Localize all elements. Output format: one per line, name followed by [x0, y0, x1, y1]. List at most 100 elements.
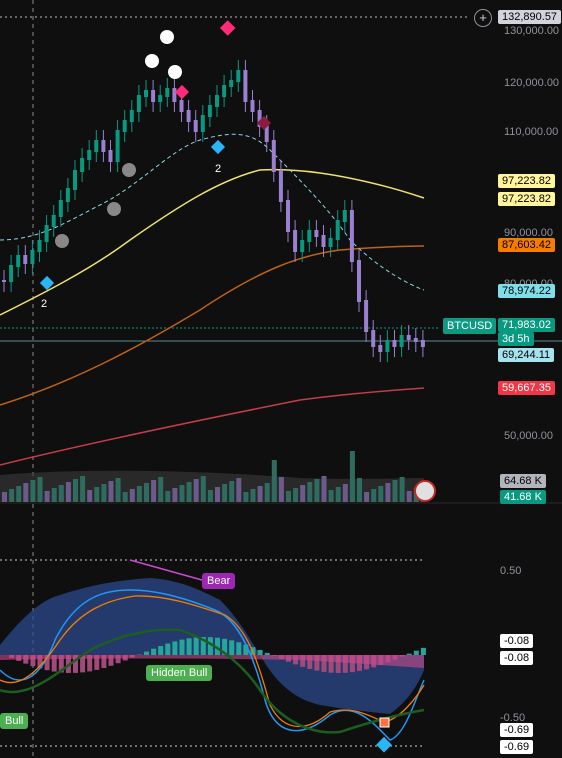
volume-bars — [2, 451, 426, 502]
candle-body — [44, 225, 49, 242]
volume-bar — [314, 479, 320, 502]
osc-axis-label: -0.50 — [500, 712, 526, 724]
volume-bar — [243, 492, 249, 502]
candle-body — [406, 335, 411, 340]
candle-body — [392, 340, 397, 347]
volume-bar — [101, 484, 107, 502]
price-axis-label: 90,000.00 — [504, 227, 553, 239]
ema-price-tag: 97,223.82 — [498, 174, 555, 188]
candle-body — [179, 100, 184, 112]
histogram-bar — [215, 637, 220, 655]
price-axis-label: 110,000.00 — [504, 126, 559, 138]
bull-divergence-label: Bull — [0, 713, 29, 729]
volume-bar — [200, 476, 206, 502]
candle-body — [271, 140, 276, 172]
histogram-bar — [420, 647, 426, 655]
volume-bar — [73, 479, 78, 502]
volume-bar — [158, 477, 164, 502]
signal-diamond — [256, 115, 272, 131]
histogram-bar — [172, 641, 178, 655]
signal-diamond — [219, 20, 236, 36]
ema-price-tag: 78,974.22 — [498, 284, 555, 298]
marker-label: 2 — [215, 163, 222, 175]
ema-price-tag: 97,223.82 — [498, 192, 555, 206]
volume-bar — [229, 481, 235, 502]
candle-body — [37, 240, 42, 252]
volume-bar — [222, 484, 228, 502]
osc-value-tag: -0.69 — [500, 723, 534, 737]
histogram-bar — [51, 655, 57, 672]
histogram-bar — [229, 640, 235, 655]
volume-bar — [136, 486, 142, 502]
volume-bar — [293, 488, 299, 502]
volume-bar — [364, 492, 370, 502]
candle-body — [200, 115, 205, 132]
histogram-bar — [58, 655, 64, 673]
volume-bar — [378, 486, 384, 502]
candle-body — [342, 210, 347, 222]
candle-body — [328, 238, 333, 247]
volume-bar — [342, 484, 348, 502]
signal-dot — [145, 54, 159, 68]
histogram-bar — [144, 651, 149, 655]
candle-body — [357, 260, 361, 302]
osc-axis-label: 0.50 — [500, 565, 522, 577]
histogram-bar — [342, 655, 348, 673]
price-axis-label: 120,000.00 — [504, 77, 560, 89]
histogram-bar — [264, 652, 270, 655]
countdown-tag: 3d 5h — [498, 332, 534, 346]
histogram-bar — [328, 655, 334, 673]
candle-body — [207, 105, 212, 117]
candle-body — [399, 335, 404, 347]
candle-body — [58, 200, 63, 217]
volume-bar — [186, 482, 192, 502]
candle-body — [300, 240, 305, 252]
volume-bar — [207, 490, 213, 502]
volume-bar — [87, 490, 93, 502]
volume-tag: 64.68 K — [500, 474, 546, 488]
volume-bar — [399, 477, 405, 502]
flag-icon[interactable] — [414, 480, 436, 502]
candle-body — [108, 150, 113, 162]
histogram-bar — [30, 655, 36, 667]
histogram-bar — [307, 655, 313, 669]
candle-body — [278, 170, 283, 202]
candle-body — [420, 340, 425, 347]
candle-body — [165, 88, 170, 97]
candle-body — [243, 70, 248, 102]
candle-body — [335, 220, 340, 240]
candle-body — [193, 120, 198, 132]
volume-bar — [392, 480, 398, 502]
bear-divergence-label: Bear — [202, 573, 236, 589]
volume-bar — [115, 478, 121, 502]
candle-body — [314, 230, 319, 237]
candlesticks — [2, 60, 425, 362]
candle-body — [286, 200, 290, 232]
histogram-bar — [335, 655, 341, 673]
volume-bar — [172, 488, 178, 502]
candle-body — [51, 215, 56, 227]
add-symbol-button[interactable]: + — [474, 9, 492, 27]
volume-bar — [122, 492, 128, 502]
candle-body — [129, 110, 134, 122]
histogram-bar — [151, 648, 157, 655]
candle-body — [65, 188, 70, 202]
candle-body — [222, 85, 227, 97]
volume-bar — [278, 477, 284, 502]
volume-bar — [300, 485, 306, 502]
plus-circle-icon: + — [479, 10, 487, 25]
volume-bar — [16, 486, 22, 502]
volume-bar — [80, 476, 86, 502]
signal-diamond — [39, 275, 55, 291]
volume-bar — [179, 485, 185, 502]
volume-bar — [51, 488, 57, 502]
volume-bar — [264, 483, 270, 502]
candle-body — [378, 345, 383, 352]
histogram-bar — [44, 655, 50, 671]
histogram-bar — [101, 655, 107, 669]
candle-body — [229, 80, 234, 87]
volume-bar — [30, 480, 36, 502]
histogram-bar — [257, 649, 263, 655]
osc-value-tag: -0.08 — [500, 651, 534, 665]
